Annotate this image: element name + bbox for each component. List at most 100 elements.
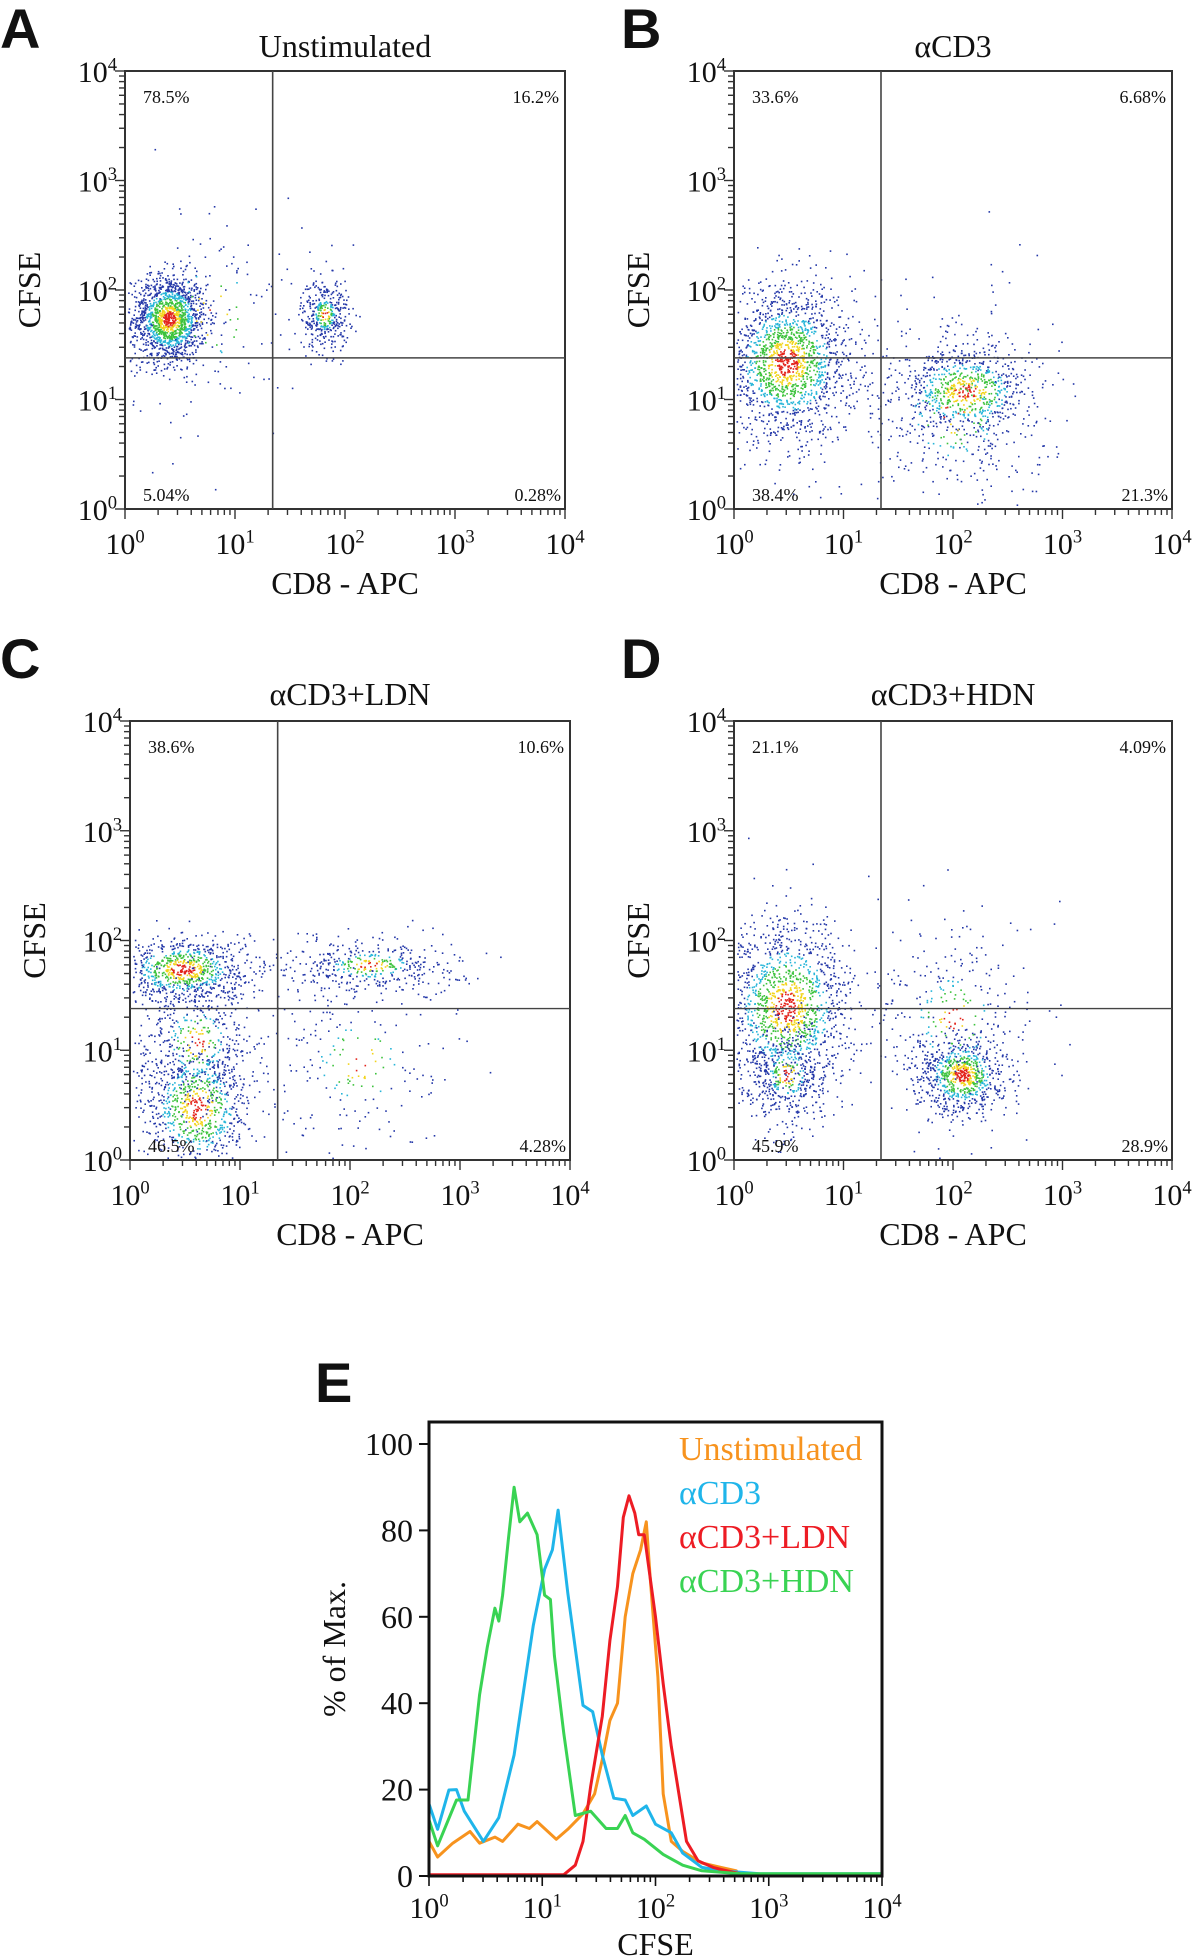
event-dot [159,298,161,300]
event-dot [195,286,197,288]
event-dot [324,318,327,321]
event-dot [801,355,804,357]
event-dot [207,317,210,320]
event-dot [863,374,865,377]
event-dot [209,309,211,311]
event-dot [201,341,203,343]
event-dot [956,393,959,396]
event-dot [181,291,184,294]
event-dot [737,361,739,363]
event-dot [152,361,155,364]
event-dot [170,280,173,282]
event-dot [150,336,153,338]
event-dot [946,383,949,385]
event-dot [793,395,795,398]
event-dot [977,503,979,505]
event-dot [222,246,225,248]
event-dot [780,427,783,429]
event-dot [989,401,991,403]
event-dot [142,307,145,310]
event-dot [332,327,335,330]
event-dot [308,324,310,326]
event-dot [138,348,141,350]
event-dot [799,337,802,339]
event-dot [1016,391,1018,394]
event-dot [185,299,187,302]
event-dot [164,339,167,342]
event-dot [176,294,179,297]
event-dot [334,333,336,335]
event-dot [769,342,772,344]
event-dot [967,414,970,417]
event-dot [754,319,757,321]
event-dot [153,337,156,339]
event-dot [821,336,824,339]
event-dot [762,326,764,329]
event-dot [1029,374,1031,376]
event-dot [778,291,780,294]
event-dot [790,291,793,293]
event-dot [794,403,797,406]
event-dot [821,288,823,290]
event-dot [160,323,162,325]
event-dot [791,303,794,305]
event-dot [951,392,953,394]
event-dot [810,354,813,357]
y-tick-label: 103 [78,164,117,198]
event-dot [813,346,815,348]
event-dot [795,264,798,266]
event-dot [324,341,326,343]
event-dot [1001,407,1004,409]
event-dot [169,332,172,334]
y-tick-label: 103 [687,164,726,198]
event-dot [755,419,758,421]
event-dot [757,355,759,357]
event-dot [745,394,748,396]
event-dot [780,332,783,335]
event-dot [802,360,805,362]
event-dot [877,408,880,410]
event-dot [173,355,176,358]
event-dot [757,331,760,334]
event-dot [737,388,740,391]
event-dot [754,367,757,369]
event-dot [343,339,346,342]
event-dot [993,381,996,384]
event-dot [746,404,749,406]
event-dot [809,408,812,410]
event-dot [160,321,163,324]
event-dot [172,325,174,328]
event-dot [200,311,203,313]
event-dot [768,367,770,370]
event-dot [1028,351,1030,354]
event-dot [806,306,808,309]
event-dot [737,339,740,341]
event-dot [793,412,796,415]
event-dot [336,280,338,283]
event-dot [940,378,942,381]
event-dot [184,294,187,297]
event-dot [984,354,986,356]
event-dot [760,373,763,375]
event-dot [749,361,751,364]
event-dot [176,348,178,350]
event-dot [988,427,990,429]
event-dot [907,397,910,400]
event-dot [155,309,158,311]
event-dot [171,331,173,334]
event-dot [190,322,193,324]
event-dot [987,419,989,421]
event-dot [980,407,982,409]
event-dot [320,330,323,332]
event-dot [894,369,897,371]
event-dot [151,342,153,344]
event-dot [154,325,156,328]
event-dot [341,335,344,337]
event-dot [805,352,808,355]
event-dot [787,403,789,405]
event-dot [806,372,808,375]
event-dot [798,439,801,442]
event-dot [1006,402,1008,404]
event-dot [309,251,311,253]
event-dot [758,388,760,391]
